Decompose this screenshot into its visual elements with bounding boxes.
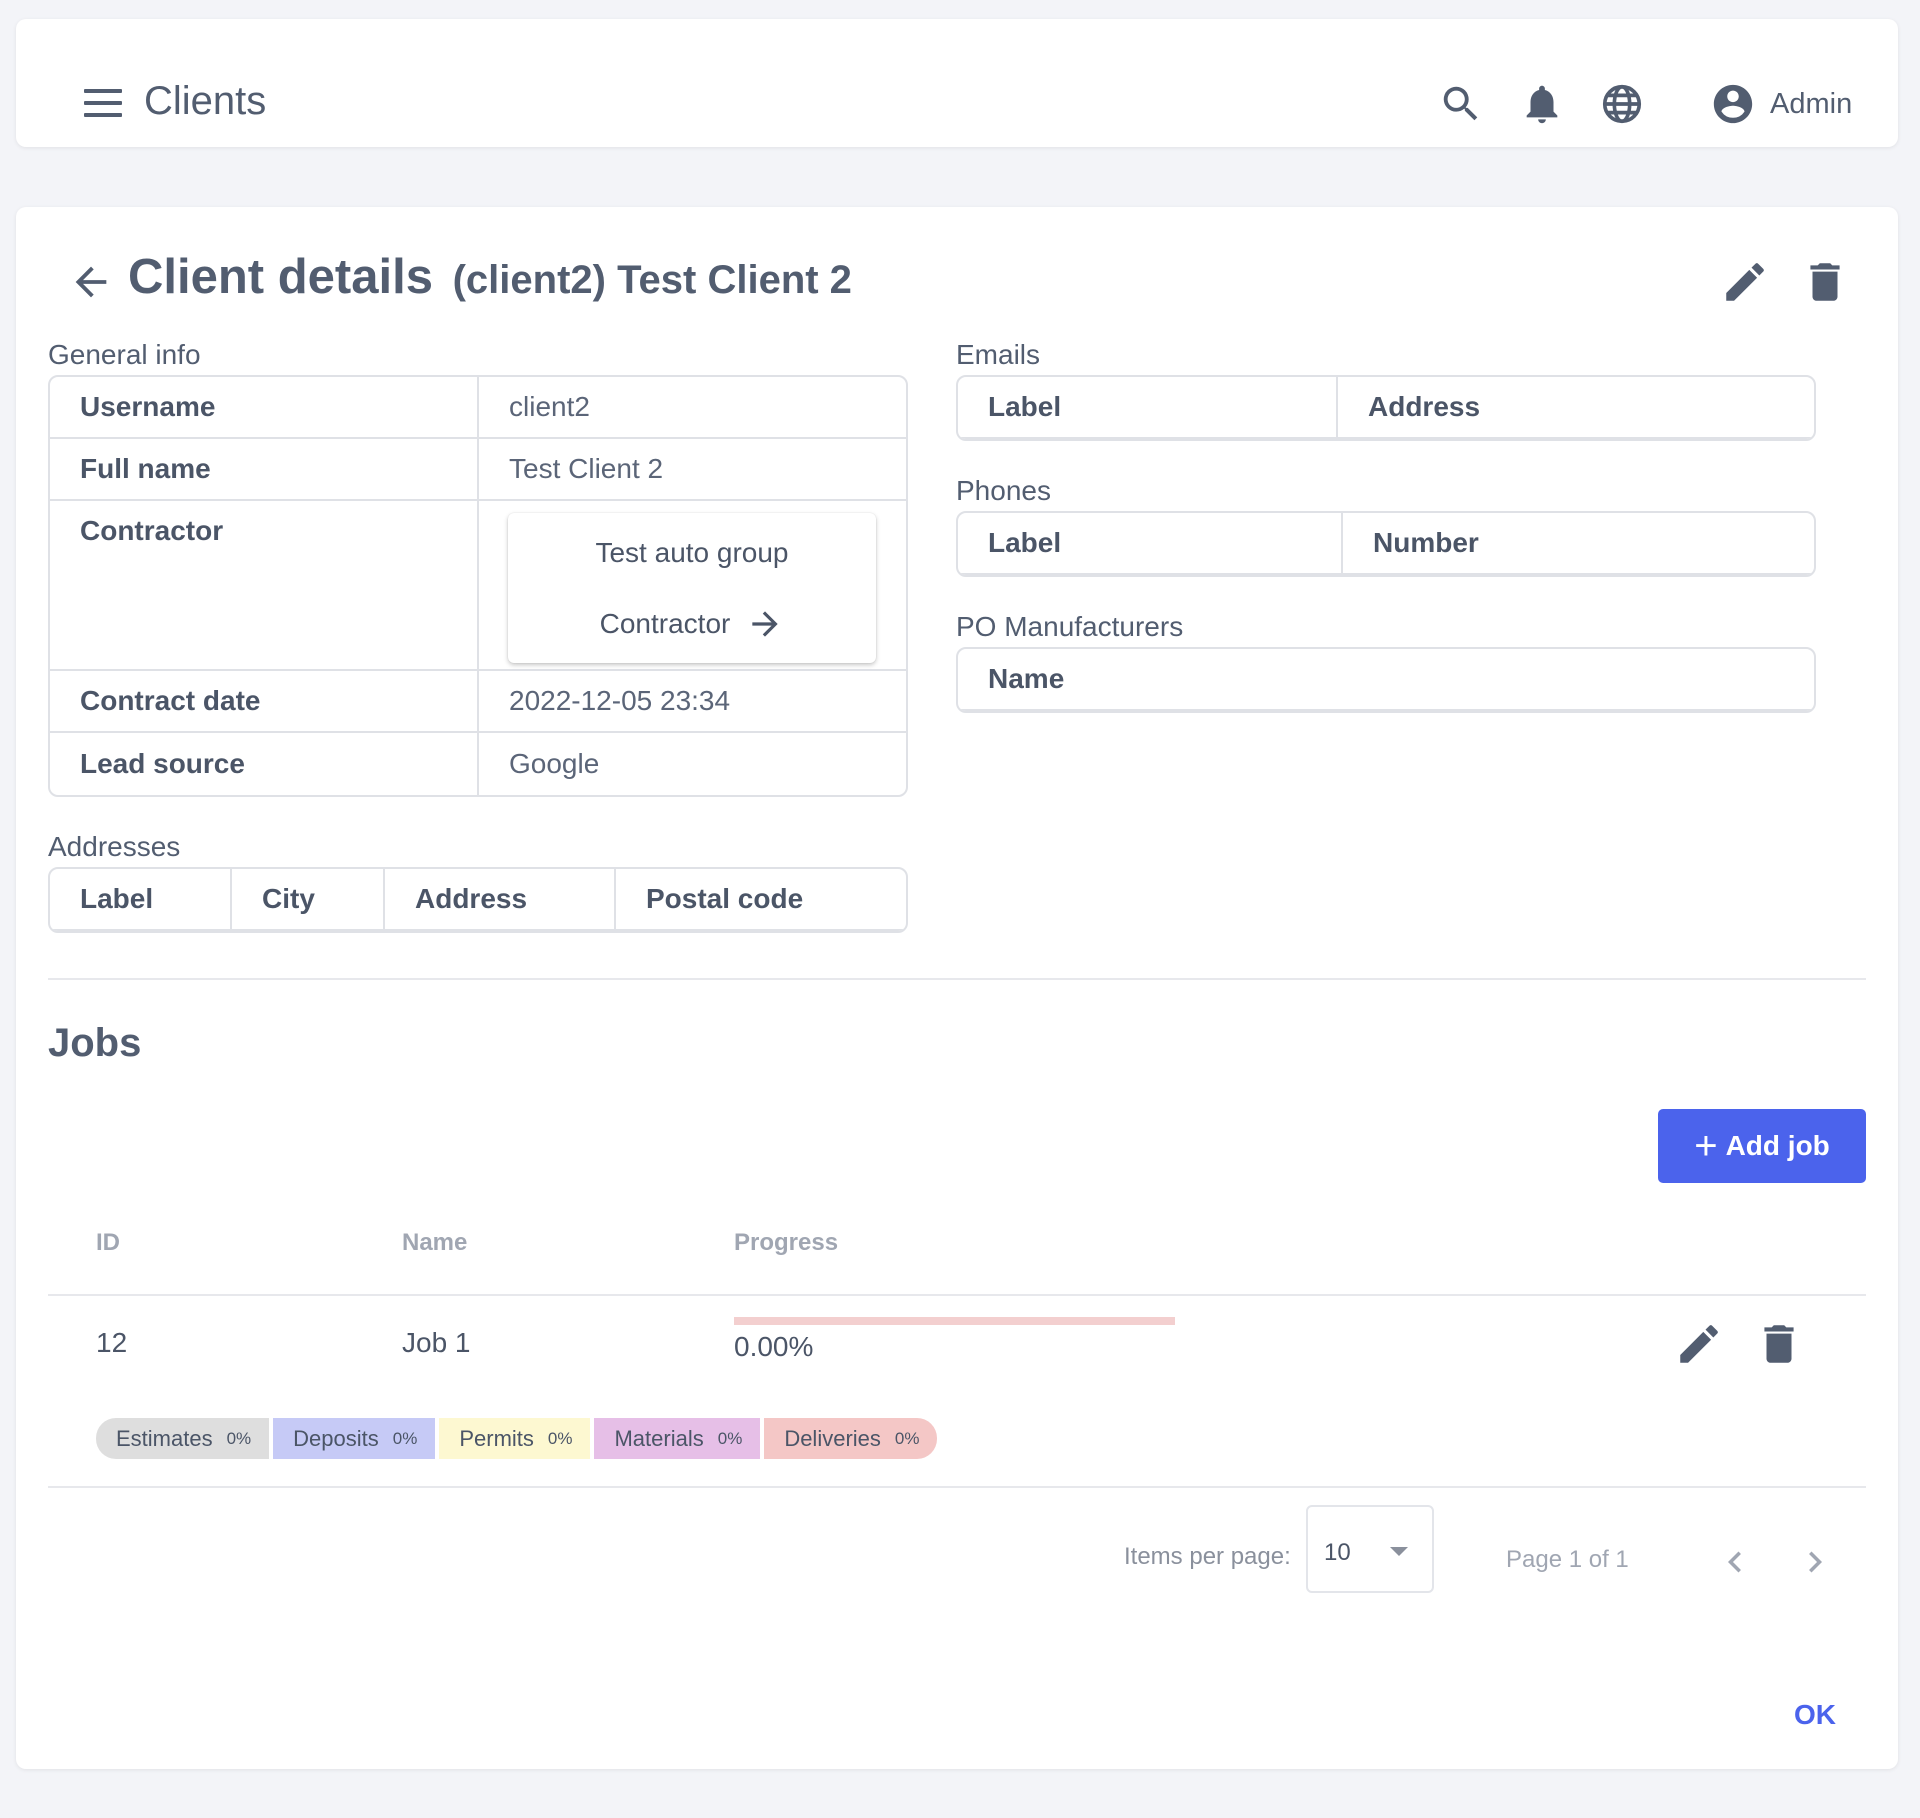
chevron-left-icon[interactable] [1714,1541,1756,1583]
items-per-page-select[interactable]: 10 [1306,1505,1434,1593]
chip-percent: 0% [392,1428,418,1448]
column-header-name[interactable]: Name [402,1229,468,1256]
column-header: Postal code [616,869,906,931]
table-row: Contract date 2022-12-05 23:34 [50,671,906,733]
chip-label: Estimates [116,1425,213,1451]
column-header: Name [958,649,1814,711]
phones-label: Phones [956,475,1051,506]
client-details-card: Client details (client2) Test Client 2 G… [16,207,1898,1769]
addresses-label: Addresses [48,831,181,862]
po-manufacturers-table: Name [956,647,1816,713]
chip-percent: 0% [226,1428,252,1448]
menu-icon[interactable] [84,89,122,117]
emails-label: Emails [956,339,1041,370]
contractor-name: Test auto group [595,537,789,568]
column-header: Address [385,869,616,931]
chip-materials: Materials 0% [594,1418,761,1459]
column-header-progress[interactable]: Progress [734,1229,839,1256]
table-row: Username client2 [50,377,906,439]
phones-table: Label Number [956,511,1816,577]
bell-icon[interactable] [1519,81,1565,127]
job-progress-bar [734,1317,1175,1325]
username-value: client2 [479,377,906,439]
search-icon[interactable] [1438,81,1484,127]
page-title: Client details (client2) Test Client 2 [128,249,852,305]
chip-percent: 0% [894,1428,920,1448]
table-header-row: Label Address [958,377,1814,439]
chip-percent: 0% [717,1428,743,1448]
table-row: Lead source Google [50,733,906,795]
table-row: Full name Test Client 2 [50,439,906,501]
chip-permits: Permits 0% [439,1418,591,1459]
arrow-left-icon[interactable] [68,259,114,305]
contractor-value [479,501,906,671]
contractor-link-label: Contractor [599,608,731,639]
column-header: Label [50,869,232,931]
full-name-key: Full name [50,439,479,501]
lead-source-key: Lead source [50,733,479,795]
addresses-table: Label City Address Postal code [48,867,908,933]
chip-deposits: Deposits 0% [273,1418,436,1459]
table-row: Contractor [50,501,906,671]
plus-icon: + [1694,1124,1718,1168]
page-title-subtitle: (client2) Test Client 2 [452,258,852,302]
column-header: Label [958,513,1343,575]
full-name-value: Test Client 2 [479,439,906,501]
pencil-icon[interactable] [1674,1319,1724,1369]
contractor-key: Contractor [50,501,479,671]
username-key: Username [50,377,479,439]
table-divider [48,1486,1866,1488]
chip-deliveries: Deliveries 0% [764,1418,938,1459]
chip-label: Deposits [293,1425,379,1451]
user-menu[interactable]: Admin [1710,81,1852,127]
trash-icon[interactable] [1800,257,1850,307]
emails-table: Label Address [956,375,1816,441]
contract-date-key: Contract date [50,671,479,733]
po-manufacturers-label: PO Manufacturers [956,611,1184,642]
items-per-page-label: Items per page: [1124,1543,1291,1570]
column-header-id[interactable]: ID [96,1229,120,1256]
chip-label: Deliveries [784,1425,881,1451]
general-info-table: Username client2 Full name Test Client 2… [48,375,908,797]
user-name: Admin [1770,87,1853,120]
caret-down-icon [1390,1547,1408,1556]
contractor-link[interactable]: Contractor [508,605,876,643]
account-circle-icon [1713,84,1753,124]
jobs-title: Jobs [48,1021,142,1065]
job-progress-text: 0.00% [734,1331,814,1362]
top-app-bar: Clients Admin [16,19,1898,147]
add-job-label: Add job [1725,1130,1830,1161]
chip-label: Permits [459,1425,534,1451]
app-bar-title: Clients [144,79,267,123]
page-info: Page 1 of 1 [1506,1546,1629,1573]
column-header: City [232,869,385,931]
contractor-card: Test auto group Contractor [508,513,876,663]
globe-icon[interactable] [1599,81,1645,127]
chip-percent: 0% [547,1428,573,1448]
arrow-right-icon [752,611,779,637]
lead-source-value: Google [509,748,600,779]
column-header: Number [1343,513,1814,575]
job-id: 12 [96,1327,128,1358]
table-header-row: Label City Address Postal code [50,869,906,931]
table-header-row: Name [958,649,1814,711]
column-header: Address [1338,377,1814,439]
add-job-button[interactable]: + Add job [1658,1109,1866,1183]
general-info-label: General info [48,339,201,370]
chevron-right-icon[interactable] [1794,1541,1836,1583]
chip-label: Materials [614,1425,704,1451]
table-header-row: Label Number [958,513,1814,575]
chip-estimates: Estimates 0% [96,1418,270,1459]
items-per-page-value: 10 [1324,1539,1351,1566]
job-stage-chips: Estimates 0% Deposits 0% Permits 0% Mate… [96,1418,941,1459]
ok-button[interactable]: OK [1794,1699,1836,1730]
section-divider [48,978,1866,980]
column-header: Label [958,377,1338,439]
trash-icon[interactable] [1754,1319,1804,1369]
pencil-icon[interactable] [1720,257,1770,307]
job-name: Job 1 [402,1327,471,1358]
table-divider [48,1294,1866,1296]
contract-date-value: 2022-12-05 23:34 [479,671,906,733]
page-title-main: Client details [128,250,433,304]
